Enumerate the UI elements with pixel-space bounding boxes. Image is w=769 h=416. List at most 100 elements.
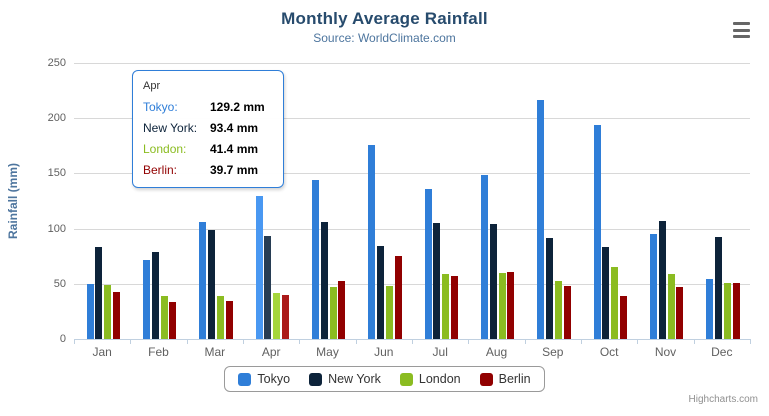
- bar-tokyo-jun[interactable]: [368, 144, 376, 339]
- bar-tokyo-dec[interactable]: [706, 278, 714, 339]
- gridline-200: [74, 118, 750, 120]
- bar-berlin-jan[interactable]: [113, 292, 120, 339]
- tooltip-row-london: London: 41.4 mm: [143, 139, 273, 160]
- bar-berlin-sep[interactable]: [563, 286, 571, 339]
- bar-london-sep[interactable]: [554, 281, 562, 339]
- legend: Tokyo New York London Berlin: [0, 366, 769, 392]
- x-axis-tick: [693, 339, 695, 344]
- x-axis-label-aug: Aug: [485, 345, 508, 359]
- y-axis-label-150: 150: [47, 167, 66, 180]
- bar-tokyo-jan[interactable]: [86, 283, 94, 339]
- gridline-50: [74, 283, 750, 285]
- bar-london-mar[interactable]: [216, 295, 224, 339]
- bar-new-york-apr[interactable]: [264, 235, 272, 339]
- x-axis-label-apr: Apr: [261, 345, 281, 359]
- bar-berlin-feb[interactable]: [169, 302, 177, 339]
- bar-berlin-aug[interactable]: [507, 272, 515, 339]
- x-axis-label-sep: Sep: [542, 345, 564, 359]
- tooltip-row-tokyo: Tokyo: 129.2 mm: [143, 97, 273, 118]
- bar-london-feb[interactable]: [160, 296, 168, 339]
- tooltip-series-value: 93.4 mm: [210, 121, 259, 135]
- bar-berlin-jun[interactable]: [394, 255, 402, 339]
- bar-london-jul[interactable]: [442, 273, 450, 339]
- gridline-150: [74, 173, 750, 175]
- hamburger-icon: [733, 22, 750, 25]
- export-menu-button[interactable]: [733, 22, 750, 38]
- x-axis-tick: [130, 339, 132, 344]
- bar-tokyo-oct[interactable]: [593, 124, 601, 339]
- legend-item-london[interactable]: London: [399, 372, 461, 386]
- legend-swatch-icon: [479, 372, 493, 386]
- x-axis-tick: [637, 339, 639, 344]
- chart-title: Monthly Average Rainfall: [281, 9, 488, 28]
- bar-tokyo-nov[interactable]: [649, 233, 657, 339]
- tooltip: Apr Tokyo: 129.2 mm New York: 93.4 mm London…: [132, 70, 284, 188]
- tooltip-series-value: 39.7 mm: [210, 163, 259, 177]
- bar-tokyo-aug[interactable]: [480, 175, 488, 339]
- tooltip-series-name: London:: [143, 142, 187, 156]
- bar-berlin-nov[interactable]: [676, 287, 684, 339]
- bar-london-apr[interactable]: [273, 293, 281, 339]
- bar-london-aug[interactable]: [498, 273, 506, 339]
- bar-berlin-may[interactable]: [338, 280, 346, 339]
- bar-london-oct[interactable]: [611, 267, 619, 339]
- x-axis-label-feb: Feb: [148, 345, 169, 359]
- x-axis-tick: [524, 339, 526, 344]
- x-axis-label-may: May: [316, 345, 339, 359]
- x-axis-label-jun: Jun: [374, 345, 394, 359]
- bar-london-dec[interactable]: [723, 282, 731, 339]
- legend-label: Tokyo: [257, 372, 291, 386]
- y-axis-label-200: 200: [47, 112, 66, 125]
- x-axis-tick: [468, 339, 470, 344]
- x-axis-label-jul: Jul: [432, 345, 448, 359]
- x-axis-label-mar: Mar: [204, 345, 226, 359]
- bar-new-york-jan[interactable]: [95, 246, 103, 339]
- credits-link[interactable]: Highcharts.com: [688, 394, 758, 405]
- hamburger-icon: [733, 35, 750, 38]
- x-axis-tick: [243, 339, 244, 344]
- bar-berlin-oct[interactable]: [620, 295, 627, 339]
- tooltip-row-new-york: New York: 93.4 mm: [143, 118, 273, 139]
- legend-swatch-icon: [309, 372, 323, 386]
- bar-berlin-apr[interactable]: [282, 295, 289, 339]
- bar-new-york-oct[interactable]: [602, 246, 610, 339]
- bar-new-york-jun[interactable]: [377, 245, 385, 339]
- tooltip-series-name: Berlin:: [143, 163, 178, 177]
- y-axis-title: Rainfall (mm): [6, 163, 20, 240]
- x-axis-label-nov: Nov: [654, 345, 677, 359]
- bar-new-york-may[interactable]: [320, 222, 328, 339]
- bar-new-york-feb[interactable]: [151, 252, 159, 339]
- bar-london-may[interactable]: [329, 287, 337, 339]
- x-axis-tick: [74, 339, 75, 344]
- x-axis-label-jan: Jan: [92, 345, 112, 359]
- gridline-100: [74, 228, 750, 230]
- bar-tokyo-may[interactable]: [311, 180, 319, 339]
- y-axis-label-50: 50: [53, 277, 66, 290]
- bar-new-york-nov[interactable]: [658, 221, 666, 339]
- bar-new-york-aug[interactable]: [489, 223, 497, 339]
- bar-london-jan[interactable]: [104, 285, 112, 339]
- bar-new-york-mar[interactable]: [208, 230, 216, 339]
- bar-berlin-jul[interactable]: [451, 275, 458, 339]
- bar-berlin-dec[interactable]: [732, 282, 740, 339]
- bar-tokyo-jul[interactable]: [424, 189, 432, 339]
- bar-tokyo-sep[interactable]: [537, 100, 545, 339]
- bar-london-nov[interactable]: [667, 273, 675, 339]
- bar-tokyo-apr[interactable]: [255, 196, 263, 339]
- legend-item-new-york[interactable]: New York: [309, 372, 381, 386]
- y-axis-label-100: 100: [47, 222, 66, 235]
- bar-berlin-mar[interactable]: [225, 300, 233, 339]
- bar-new-york-dec[interactable]: [715, 237, 723, 339]
- legend-label: London: [418, 372, 461, 386]
- bar-tokyo-feb[interactable]: [142, 260, 150, 339]
- bar-new-york-sep[interactable]: [546, 238, 554, 339]
- legend-item-tokyo[interactable]: Tokyo: [238, 372, 290, 386]
- x-axis-tick: [412, 339, 413, 344]
- x-axis-label-dec: Dec: [711, 345, 733, 359]
- bar-tokyo-mar[interactable]: [199, 221, 207, 339]
- legend-item-berlin[interactable]: Berlin: [479, 372, 531, 386]
- bar-new-york-jul[interactable]: [433, 223, 441, 339]
- bar-london-jun[interactable]: [385, 285, 393, 339]
- chart-subtitle: Source: WorldClimate.com: [313, 31, 456, 45]
